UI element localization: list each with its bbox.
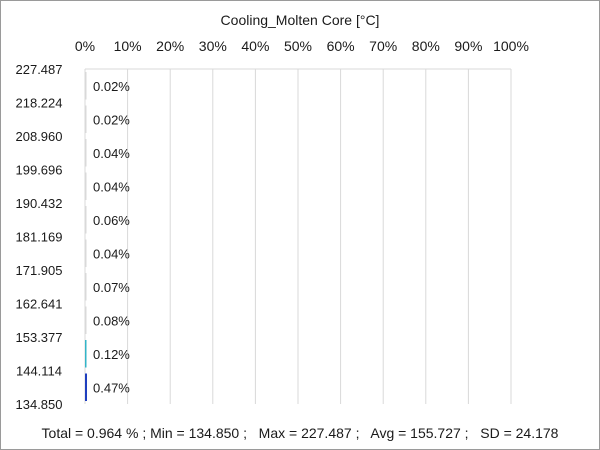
x-tick-label: 100% — [493, 38, 529, 54]
bar — [85, 373, 88, 401]
bar — [85, 340, 87, 368]
y-tick-label: 134.850 — [16, 397, 63, 412]
bar — [85, 72, 87, 100]
x-tick-label: 90% — [454, 38, 482, 54]
y-tick-label: 199.696 — [16, 163, 63, 178]
x-tick-label: 80% — [412, 38, 440, 54]
y-tick-label: 144.114 — [16, 364, 62, 379]
data-labels: 0.02% 0.02% 0.04% 0.04% 0.06% 0.04% 0.07% 0.08%… — [93, 79, 130, 396]
data-label: 0.04% — [93, 146, 130, 161]
bars — [85, 72, 88, 401]
y-tick-label: 162.641 — [16, 297, 63, 312]
x-tick-label: 40% — [241, 38, 269, 54]
data-label: 0.04% — [93, 179, 130, 194]
bar — [85, 172, 87, 200]
summary-statistics: Total = 0.964 % ; Min = 134.850 ; Max = … — [42, 425, 559, 441]
x-tick-label: 20% — [156, 38, 184, 54]
bar — [85, 239, 87, 267]
bar — [85, 105, 87, 133]
y-tick-label: 227.487 — [16, 62, 63, 77]
gridlines — [84, 68, 512, 404]
data-label: 0.07% — [93, 280, 130, 295]
x-tick-label: 60% — [327, 38, 355, 54]
bar — [85, 139, 87, 167]
x-tick-labels: 0% 10% 20% 30% 40% 50% 60% 70% 80% 90% 100% — [75, 38, 529, 54]
y-tick-label: 190.432 — [16, 196, 63, 211]
bar — [85, 206, 87, 234]
y-tick-label: 181.169 — [16, 230, 63, 245]
y-tick-labels: 227.487 218.224 208.960 199.696 190.432 181.1… — [16, 62, 63, 412]
data-label: 0.02% — [93, 112, 130, 127]
data-label: 0.12% — [93, 347, 130, 362]
y-tick-label: 171.905 — [16, 263, 63, 278]
bar — [85, 306, 87, 334]
data-label: 0.02% — [93, 79, 130, 94]
chart-title: Cooling_Molten Core [°C] — [221, 12, 380, 28]
data-label: 0.06% — [93, 213, 130, 228]
y-tick-label: 218.224 — [16, 96, 63, 111]
y-tick-label: 208.960 — [16, 129, 63, 144]
x-tick-label: 0% — [75, 38, 95, 54]
data-label: 0.04% — [93, 246, 130, 261]
y-tick-label: 153.377 — [16, 330, 63, 345]
data-label: 0.47% — [93, 380, 130, 395]
x-tick-label: 10% — [114, 38, 142, 54]
x-tick-label: 30% — [199, 38, 227, 54]
x-tick-label: 70% — [369, 38, 397, 54]
x-tick-label: 50% — [284, 38, 312, 54]
data-label: 0.08% — [93, 313, 130, 328]
bar — [85, 273, 87, 301]
